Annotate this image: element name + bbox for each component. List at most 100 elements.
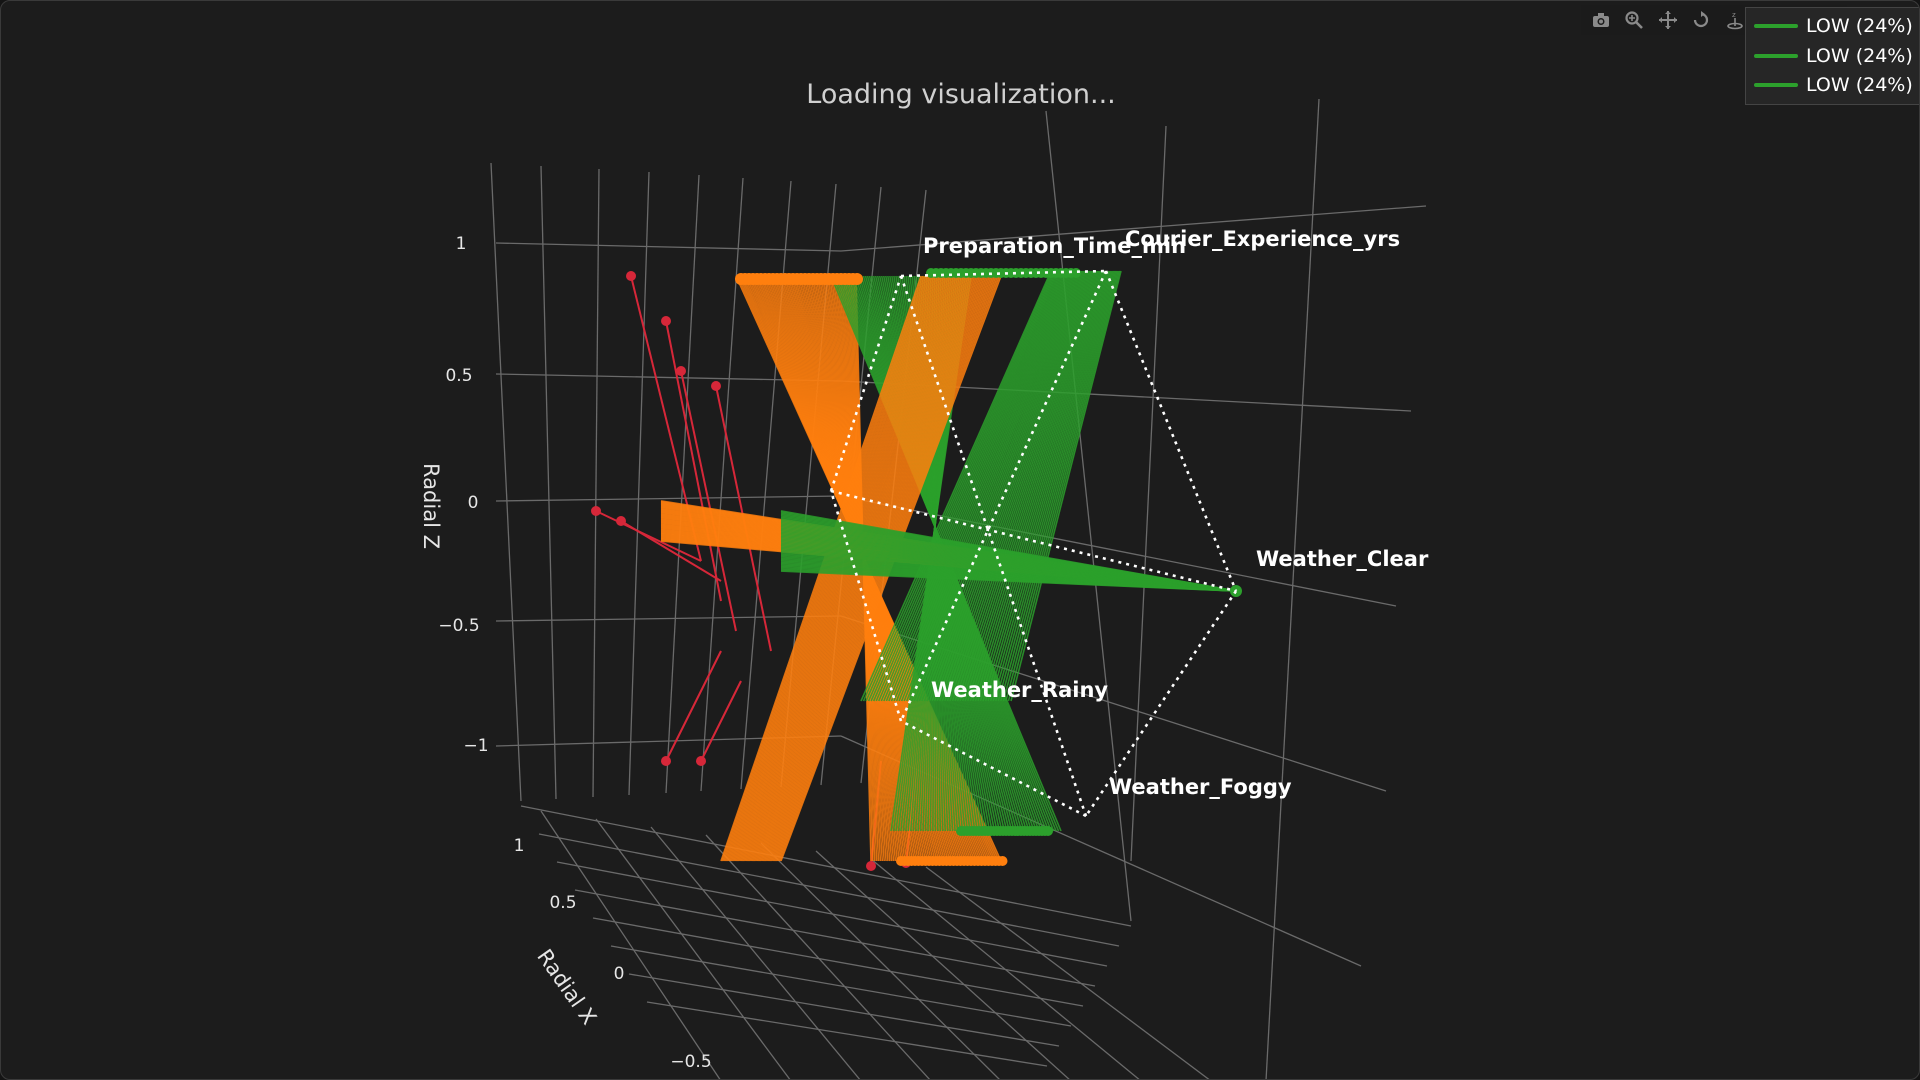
z-axis-title: Radial Z — [419, 463, 443, 549]
x-tick-label: −0.5 — [670, 1052, 711, 1072]
green-series-line — [926, 270, 1083, 702]
x-tick-label: 0.5 — [549, 893, 576, 913]
red-series-point — [626, 271, 636, 281]
green-series-line — [1007, 270, 1121, 702]
x-tick-label: 0 — [614, 964, 625, 984]
orange-series-point — [997, 856, 1008, 866]
green-series-line — [900, 270, 1071, 702]
grid-line — [495, 615, 842, 622]
green-series-line — [888, 270, 1065, 702]
green-series-line — [890, 270, 1066, 702]
z-tick-label: 1 — [456, 234, 467, 254]
green-series-line — [923, 270, 1082, 702]
green-series-line — [987, 270, 1112, 702]
grid-line — [540, 165, 557, 800]
x-tick-label: 1 — [514, 836, 525, 856]
legend-item[interactable]: LOW (24%) — [1746, 71, 1913, 99]
green-series-line — [936, 270, 1088, 702]
green-series-line — [865, 270, 1055, 702]
dimension-frame-line — [900, 269, 1107, 278]
dimension-frame-line — [829, 490, 903, 722]
grid-line — [628, 171, 650, 796]
grid-line — [520, 805, 1132, 927]
z-tick-label: 0.5 — [445, 366, 472, 386]
green-series-line — [906, 270, 1074, 702]
grid-line — [1045, 110, 1132, 922]
grid-line — [495, 495, 842, 502]
grid-line — [628, 973, 1060, 1047]
red-series-point — [591, 506, 601, 516]
green-series-line — [959, 270, 1099, 702]
green-series-line — [992, 270, 1114, 702]
green-series-point — [1043, 826, 1053, 836]
data-series — [591, 268, 1242, 871]
red-series-line — [680, 370, 737, 632]
green-series-line — [911, 270, 1076, 702]
grid-line — [646, 1001, 1048, 1067]
loading-message: Loading visualization... — [806, 79, 1116, 110]
green-series-line — [956, 270, 1097, 702]
green-series-line — [994, 270, 1115, 702]
legend-label: LOW (24%) — [1806, 15, 1913, 37]
orbit-rotation-icon[interactable] — [1690, 7, 1714, 33]
green-series-line — [974, 270, 1106, 702]
green-series-line — [921, 270, 1081, 702]
grid-line — [490, 162, 522, 802]
green-series-line — [875, 270, 1059, 702]
red-series-line — [665, 320, 722, 602]
green-series-line — [946, 270, 1093, 702]
legend-item[interactable]: LOW (24%) — [1746, 12, 1913, 40]
legend-label: LOW (24%) — [1806, 74, 1913, 96]
red-series-point — [661, 316, 671, 326]
zoom-icon[interactable] — [1623, 7, 1647, 33]
red-series-line — [620, 520, 722, 582]
grid-line — [540, 810, 721, 1079]
camera-icon[interactable] — [1589, 7, 1613, 33]
green-series-line — [941, 270, 1090, 702]
green-series-line — [997, 270, 1116, 702]
red-series-point — [711, 381, 721, 391]
green-series-line — [954, 270, 1096, 702]
dimension-frame-line — [829, 275, 903, 492]
z-tick-label: −1 — [463, 736, 488, 756]
legend-item[interactable]: LOW (24%) — [1746, 42, 1913, 70]
green-series-line — [870, 270, 1057, 702]
green-series-line — [880, 270, 1062, 702]
turntable-rotation-icon[interactable]: z — [1723, 7, 1747, 33]
green-series-line — [949, 270, 1094, 702]
dimension-label: Courier_Experience_yrs — [1125, 227, 1400, 251]
red-series-point — [866, 861, 876, 871]
dimension-frame — [829, 269, 1238, 818]
green-series-line — [893, 270, 1068, 702]
green-series-line — [951, 270, 1095, 702]
green-series-line — [977, 270, 1107, 702]
green-series-line — [928, 270, 1084, 702]
dimension-frame-line — [900, 719, 1087, 818]
red-series-point — [676, 366, 686, 376]
dimension-label: Weather_Foggy — [1109, 775, 1292, 799]
z-tick-label: 0 — [468, 493, 479, 513]
green-series-line — [984, 270, 1110, 702]
green-series-line — [867, 270, 1056, 702]
grid-line — [495, 242, 842, 252]
orange-series-point — [851, 273, 863, 285]
grid-line — [1265, 98, 1320, 1079]
grid-line — [870, 858, 1140, 1079]
green-series-line — [972, 270, 1104, 702]
green-series-line — [878, 270, 1061, 702]
legend-swatch — [1754, 54, 1798, 58]
grid-line — [592, 917, 1084, 1007]
red-series-point — [616, 516, 626, 526]
svg-text:z: z — [1732, 11, 1736, 19]
red-series-point — [661, 756, 671, 766]
green-series-line — [979, 270, 1108, 702]
green-series-line — [944, 270, 1091, 702]
pan-icon[interactable] — [1656, 7, 1680, 33]
grid-line — [925, 866, 1210, 1079]
green-series-line — [860, 270, 1052, 702]
dimension-frame-line — [830, 489, 1237, 593]
red-series-line — [700, 680, 742, 762]
dimension-frame-line — [1084, 590, 1238, 817]
green-series-line — [1000, 270, 1118, 702]
